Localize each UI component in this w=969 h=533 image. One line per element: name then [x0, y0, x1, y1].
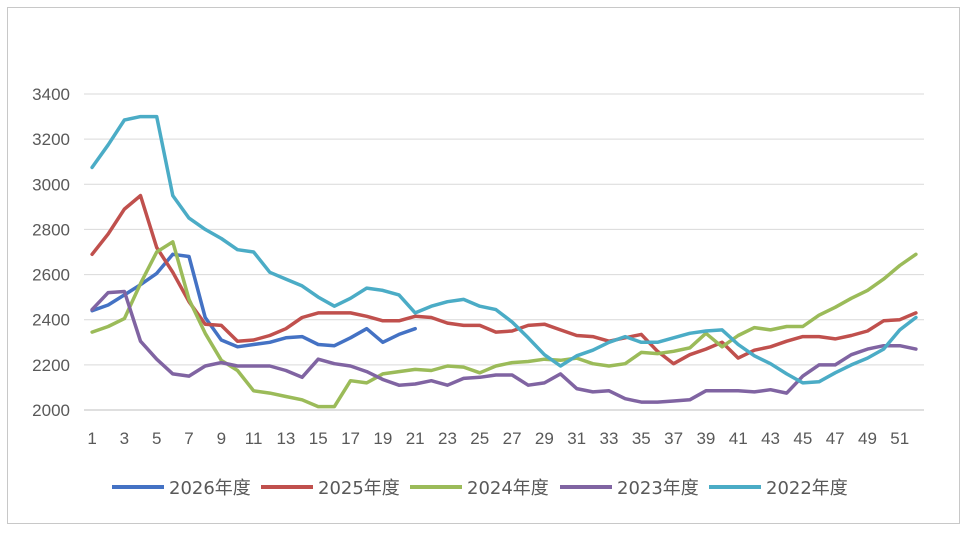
x-tick-label: 21 — [406, 429, 425, 448]
x-tick-label: 29 — [535, 429, 554, 448]
x-tick-label: 43 — [761, 429, 780, 448]
x-tick-label: 33 — [600, 429, 619, 448]
y-tick-label: 2000 — [32, 401, 70, 420]
chart-frame — [7, 7, 960, 524]
series-line-4 — [90, 289, 918, 404]
y-tick-label: 3000 — [32, 175, 70, 194]
legend-label: 2022年度 — [766, 478, 848, 499]
x-tick-label: 49 — [858, 429, 877, 448]
legend: 2026年度 2025年度 2024年度 2023年度 2022年度 — [112, 478, 848, 499]
x-tick-label: 7 — [184, 429, 193, 448]
x-tick-label: 25 — [470, 429, 489, 448]
x-tick-label: 1 — [87, 429, 96, 448]
x-tick-label: 17 — [341, 429, 360, 448]
legend-label: 2026年度 — [169, 478, 251, 499]
y-tick-label: 3200 — [32, 130, 70, 149]
x-tick-label: 9 — [217, 429, 226, 448]
x-tick-label: 51 — [890, 429, 909, 448]
x-tick-label: 37 — [664, 429, 683, 448]
series-line-5 — [90, 114, 918, 385]
legend-label: 2023年度 — [617, 478, 699, 499]
y-tick-label: 3400 — [32, 85, 70, 104]
x-tick-label: 5 — [152, 429, 161, 448]
y-tick-label: 2600 — [32, 266, 70, 285]
x-tick-label: 3 — [120, 429, 129, 448]
series-line-2 — [90, 193, 918, 366]
y-tick-label: 2800 — [32, 220, 70, 239]
y-tick-label: 2400 — [32, 311, 70, 330]
legend-label: 2025年度 — [318, 478, 400, 499]
x-tick-label: 47 — [826, 429, 845, 448]
legend-label: 2024年度 — [467, 478, 549, 499]
series-lines — [90, 114, 918, 409]
x-tick-label: 35 — [632, 429, 651, 448]
x-tick-label: 27 — [503, 429, 522, 448]
x-tick-label: 19 — [373, 429, 392, 448]
x-tick-label: 23 — [438, 429, 457, 448]
series-line-1 — [90, 252, 417, 349]
x-axis-tick-labels: 1 3 5 7 9 11 13 15 17 19 21 23 25 27 29 31 33 35 37 39 41 43 4… — [87, 429, 909, 448]
x-tick-label: 41 — [729, 429, 748, 448]
y-tick-label: 2200 — [32, 356, 70, 375]
x-tick-label: 15 — [309, 429, 328, 448]
x-tick-label: 13 — [276, 429, 295, 448]
x-tick-label: 31 — [567, 429, 586, 448]
x-tick-label: 45 — [793, 429, 812, 448]
x-tick-label: 39 — [696, 429, 715, 448]
x-tick-label: 11 — [245, 429, 263, 448]
y-axis-tick-labels: 2000 2200 2400 2600 2800 3000 3200 3400 — [32, 85, 70, 420]
